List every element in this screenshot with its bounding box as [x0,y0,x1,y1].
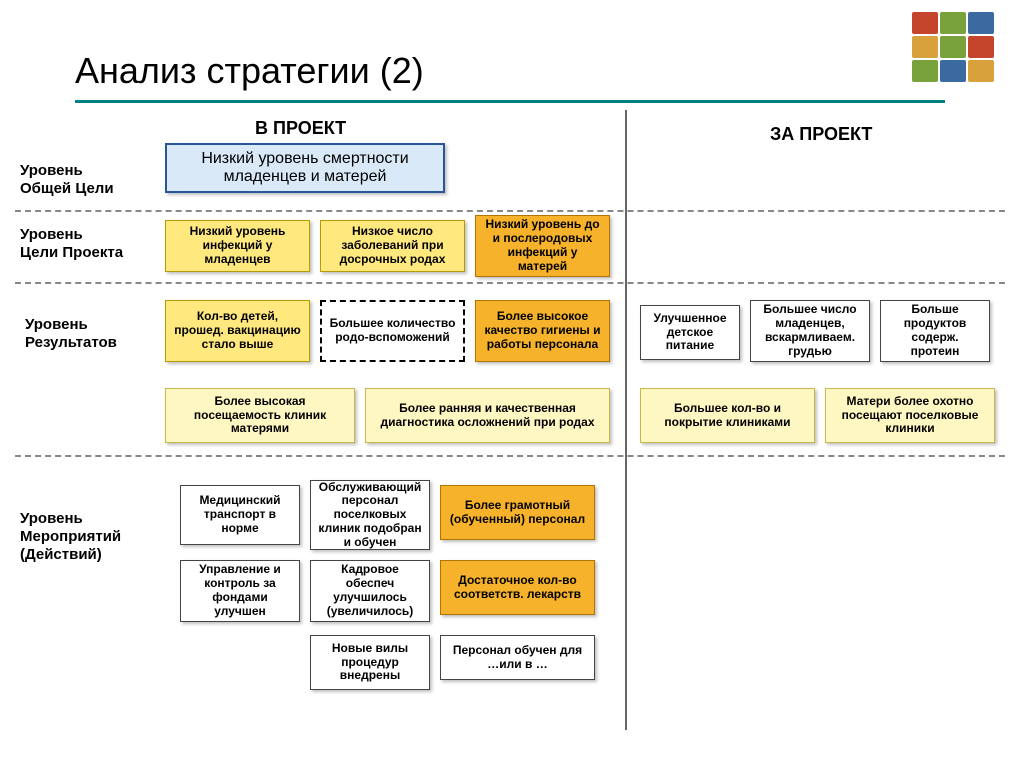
box-act-3-2: Персонал обучен для …или в … [440,635,595,680]
box-act-2-1: Управление и контроль за фондами улучшен [180,560,300,622]
title-underline [75,100,945,103]
box-res-1-1: Кол-во детей, прошед. вакцинацию стало в… [165,300,310,362]
dash-line [15,210,1005,212]
box-act-1-2: Обслуживающий персонал поселковых клиник… [310,480,430,550]
dash-line [15,455,1005,457]
box-proj-1: Низкий уровень инфекций у младенцев [165,220,310,272]
box-res-1-6: Больше продуктов содерж. протеин [880,300,990,362]
box-act-2-2: Кадровое обеспеч улучшилось (увеличилось… [310,560,430,622]
box-res-2-3: Большее кол-во и покрытие клиниками [640,388,815,443]
box-res-2-4: Матери более охотно посещают поселковые … [825,388,995,443]
row-label-results: Уровень Результатов [25,316,117,352]
logo [912,12,994,82]
box-res-1-2: Большее количество родо-вспоможений [320,300,465,362]
box-act-3-1: Новые вилы процедур внедрены [310,635,430,690]
box-res-2-2: Более ранняя и качественная диагностика … [365,388,610,443]
row-label-overall: Уровень Общей Цели [20,162,114,198]
header-out-project: ЗА ПРОЕКТ [770,124,872,145]
box-act-1-3: Более грамотный (обученный) персонал [440,485,595,540]
box-res-1-3: Более высокое качество гигиены и работы … [475,300,610,362]
row-label-actions: Уровень Мероприятий (Действий) [20,510,121,564]
box-act-1-1: Медицинский транспорт в норме [180,485,300,545]
box-act-2-3: Достаточное кол-во соответств. лекарств [440,560,595,615]
box-proj-2: Низкое число заболеваний при досрочных р… [320,220,465,272]
box-res-1-4: Улучшенное детское питание [640,305,740,360]
row-label-project: Уровень Цели Проекта [20,226,123,262]
box-res-2-1: Более высокая посещаемость клиник матеря… [165,388,355,443]
box-res-1-5: Большее число младенцев, вскармливаем. г… [750,300,870,362]
box-proj-3: Низкий уровень до и послеродовых инфекци… [475,215,610,277]
box-overall-goal: Низкий уровень смертности младенцев и ма… [165,143,445,193]
page-title: Анализ стратегии (2) [75,50,424,92]
header-in-project: В ПРОЕКТ [255,118,346,139]
dash-line [15,282,1005,284]
column-divider [625,110,627,730]
